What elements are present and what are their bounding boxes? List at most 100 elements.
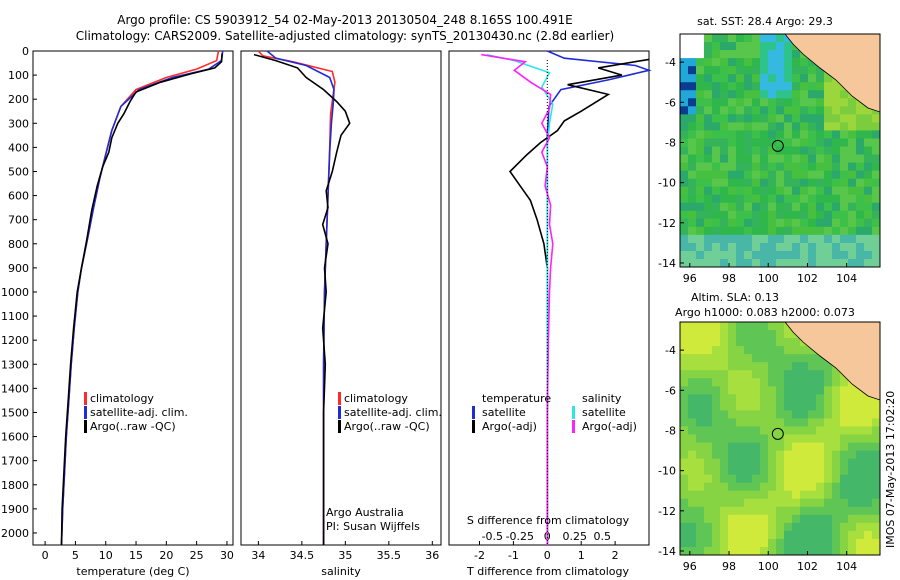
map-cell xyxy=(744,394,753,403)
map-cell xyxy=(768,410,777,419)
map-cell xyxy=(768,202,777,212)
map-cell xyxy=(680,394,689,403)
map-cell xyxy=(800,346,809,355)
map-cell xyxy=(704,434,713,443)
map-cell xyxy=(848,410,857,419)
map-cell xyxy=(864,514,873,524)
map-cell xyxy=(736,498,745,508)
map-cell xyxy=(696,202,705,212)
map-cell xyxy=(704,250,713,260)
map-cell xyxy=(792,402,801,411)
map-cell xyxy=(752,226,761,236)
map-cell xyxy=(800,498,809,508)
map-cell xyxy=(792,74,801,83)
legend-label-sal-satellite: satellite xyxy=(582,406,626,419)
map-cell xyxy=(760,202,769,212)
map-cell xyxy=(688,514,697,524)
map-cell xyxy=(840,234,849,244)
map-cell xyxy=(816,138,825,147)
map-cell xyxy=(704,218,713,228)
map-cell xyxy=(792,354,801,363)
map-cell xyxy=(744,442,753,451)
map-cell xyxy=(712,66,721,75)
map-cell xyxy=(768,258,777,268)
map-cell xyxy=(704,242,713,252)
map-cell xyxy=(856,482,865,492)
map-cell xyxy=(680,546,689,556)
map-cell xyxy=(744,418,753,427)
map-cell xyxy=(840,98,849,107)
map-cell xyxy=(680,346,689,355)
depth-tick-label: 1000 xyxy=(1,286,29,299)
map-cell xyxy=(800,418,809,427)
map-cell xyxy=(736,466,745,476)
map-cell xyxy=(760,34,769,43)
map-cell xyxy=(840,114,849,123)
map-cell xyxy=(816,218,825,228)
map-y-tick-label: -6 xyxy=(665,384,676,397)
map-cell xyxy=(808,418,817,427)
map-cell xyxy=(872,202,881,212)
map-cell xyxy=(800,194,809,204)
map-cell xyxy=(744,378,753,387)
salinity-difference-label: S difference from climatology xyxy=(467,514,630,527)
map-cell xyxy=(688,122,697,131)
map-cell xyxy=(760,426,769,435)
map-cell xyxy=(824,106,833,115)
map-cell xyxy=(712,162,721,171)
map-cell xyxy=(840,458,849,468)
map-cell xyxy=(792,378,801,387)
map-cell xyxy=(680,34,689,43)
map-cell xyxy=(688,186,697,196)
map-cell xyxy=(688,210,697,220)
map-cell xyxy=(768,34,777,43)
map-cell xyxy=(808,506,817,516)
map-cell xyxy=(760,506,769,516)
map-cell xyxy=(872,210,881,220)
map-cell xyxy=(728,178,737,188)
map-cell xyxy=(720,458,729,468)
map-cell xyxy=(768,442,777,451)
map-cell xyxy=(744,234,753,244)
map-cell xyxy=(704,546,713,556)
map-cell xyxy=(680,234,689,244)
map-cell xyxy=(760,138,769,147)
map-cell xyxy=(744,210,753,220)
map-cell xyxy=(808,258,817,268)
map-cell xyxy=(800,362,809,371)
map-cell xyxy=(848,250,857,260)
map-cell xyxy=(720,194,729,204)
map-cell xyxy=(736,210,745,220)
map-cell xyxy=(808,442,817,451)
map-cell xyxy=(816,482,825,492)
map-cell xyxy=(784,402,793,411)
map-cell xyxy=(712,394,721,403)
map-cell xyxy=(768,546,777,556)
map-cell xyxy=(752,394,761,403)
depth-tick-label: 1900 xyxy=(1,503,29,516)
map-cell xyxy=(704,106,713,115)
map-cell xyxy=(792,90,801,99)
map-cell xyxy=(776,162,785,171)
map-cell xyxy=(752,490,761,500)
map-cell xyxy=(816,434,825,443)
legend-swatch-temp-satellite xyxy=(472,406,475,419)
map-cell xyxy=(792,186,801,196)
map-cell xyxy=(808,122,817,131)
map-cell xyxy=(680,74,689,83)
map-cell xyxy=(712,530,721,540)
map-cell xyxy=(776,546,785,556)
map-cell xyxy=(680,106,689,115)
map-cell xyxy=(736,514,745,524)
map-cell xyxy=(696,482,705,492)
map-cell xyxy=(864,106,873,115)
map-cell xyxy=(840,90,849,99)
map-cell xyxy=(704,522,713,532)
map-cell xyxy=(776,466,785,476)
map-cell xyxy=(744,458,753,468)
map-cell xyxy=(688,74,697,83)
map-x-tick-label: 100 xyxy=(758,560,779,573)
map-cell xyxy=(736,218,745,228)
map-cell xyxy=(768,66,777,75)
map-cell xyxy=(720,546,729,556)
